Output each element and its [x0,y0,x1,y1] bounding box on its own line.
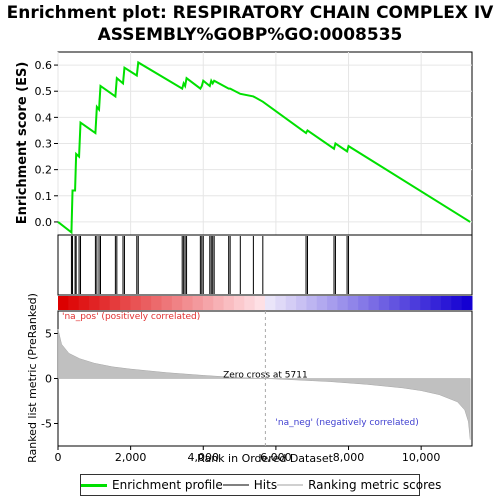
band-segment [213,296,225,310]
legend-item-hits: Hits [222,478,278,492]
es-y-tick-label: 0.5 [35,85,53,98]
ranking-metric-area [57,328,471,440]
es-y-tick-label: 0.4 [35,111,53,124]
band-segment [192,296,204,310]
negative-correlation-label: 'na_neg' (negatively correlated) [275,418,418,428]
x-axis-label: Rank in Ordered Dataset [197,452,334,465]
legend-item-ranking-metric: Ranking metric scores [277,478,441,492]
es-y-tick-label: 0.0 [35,216,53,229]
band-segment [99,296,111,310]
band-segment [171,296,183,310]
hits-panel [57,234,473,296]
band-segment [368,296,380,310]
band-segment [151,296,162,310]
legend-label-ranking-metric: Ranking metric scores [308,478,442,492]
band-segment [399,296,411,310]
band-segment [285,296,297,310]
es-y-tick-label: 0.2 [35,164,53,177]
band-segment [265,296,276,310]
band-segment [327,296,338,310]
legend-swatch-enrichment-profile [81,483,107,487]
metric-y-tick-label: -5 [41,418,52,431]
legend: Enrichment profile Hits Ranking metric s… [80,474,441,496]
es-grid [57,52,472,235]
band-segment [130,296,142,310]
band-segment [109,296,121,310]
metric-y-tick-label: 0 [45,373,52,386]
legend-label-hits: Hits [253,478,278,492]
band-segment [140,296,152,310]
band-segment [440,296,452,310]
band-segment [337,296,349,310]
band-segment [347,296,359,310]
legend-item-enrichment-profile: Enrichment profile [81,478,223,492]
metric-y-tick-label: 5 [45,328,52,341]
legend-swatch-ranking-metric [277,484,304,486]
rank-color-band [58,296,473,310]
enrichment-profile-line [57,60,471,235]
x-axis-ticks: 0 2,000 4,000 6,000 8,000 10,000 [55,446,441,464]
band-segment [244,296,256,310]
chart-title: Enrichment plot: RESPIRATORY CHAIN COMPL… [0,2,500,46]
band-segment [389,296,401,310]
es-y-tick-label: 0.1 [35,190,53,203]
title-line-1: Enrichment plot: RESPIRATORY CHAIN COMPL… [6,3,494,23]
band-segment [233,296,245,310]
x-tick-label: 10,000 [402,451,441,464]
band-segment [316,296,328,310]
band-segment [58,296,69,310]
es-y-axis-label: Enrichment score (ES) [15,62,30,225]
band-segment [254,296,266,310]
band-segment [451,296,463,310]
x-tick-label: 0 [55,451,62,464]
band-segment [296,296,307,310]
band-segment [358,296,369,310]
band-segment [306,296,318,310]
band-segment [68,296,80,310]
band-segment [223,296,235,310]
metric-y-axis-label: Ranked list metric (PreRanked) [26,293,39,463]
hits-markers [70,236,350,294]
band-segment [161,296,173,310]
es-y-tick-label: 0.6 [35,59,53,72]
band-segment [430,296,442,310]
positive-correlation-label: 'na_pos' (positively correlated) [62,312,200,322]
band-segment [78,296,90,310]
x-tick-label: 4,000 [188,451,220,464]
es-y-ticks: 0.0 0.1 0.2 0.3 0.4 0.5 0.6 [35,59,58,229]
title-line-2: ASSEMBLY%GOBP%GO:0008535 [97,25,403,45]
band-segment [420,296,432,310]
band-segment [120,296,131,310]
metric-y-ticks: -5 0 5 [41,328,58,431]
band-segment [275,296,287,310]
x-tick-label: 6,000 [260,451,292,464]
band-segment [89,296,100,310]
x-tick-label: 2,000 [115,451,147,464]
band-segment [409,296,421,310]
band-segment [378,296,390,310]
legend-label-enrichment-profile: Enrichment profile [112,478,223,492]
x-tick-label: 8,000 [333,451,365,464]
band-segment [461,296,473,310]
zero-cross-label: Zero cross at 5711 [223,371,308,381]
band-segment [182,296,194,310]
band-segment [202,296,214,310]
es-y-tick-label: 0.3 [35,138,53,151]
legend-swatch-hits [222,484,249,486]
